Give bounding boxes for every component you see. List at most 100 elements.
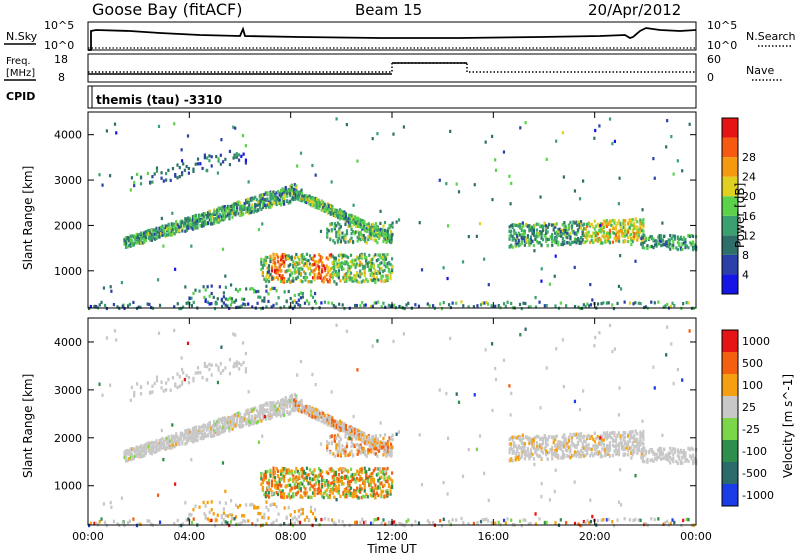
velocity-echo-cell [290,471,293,476]
velocity-echo-cell [280,399,283,403]
power-echo-cell [153,237,157,241]
power-echo-cell [187,226,190,230]
power-echo-cell [362,279,365,283]
power-echo-cell [342,235,346,239]
power-echo-cell [241,133,245,138]
power-echo-cell [198,289,201,293]
power-echo-cell [531,239,534,243]
power-echo-cell [257,227,261,232]
power-echo-cell [663,234,666,238]
velocity-echo-cell [361,450,364,454]
velocity-echo-cell [353,435,356,439]
power-echo-cell [374,280,377,284]
power-echo-cell [361,300,364,305]
power-echo-cell [172,222,175,226]
power-echo-cell [491,134,494,139]
power-echo-cell [235,154,238,158]
velocity-echo-cell [347,425,351,429]
power-echo-cell [604,223,607,227]
power-echo-cell [126,238,129,242]
velocity-echo-cell [267,495,271,499]
power-echo-cell [338,222,341,227]
power-echo-cell [685,244,689,248]
power-echo-cell [366,262,369,266]
power-echo-cell [210,284,213,288]
velocity-echo-cell [276,474,280,478]
velocity-echo-cell [245,409,248,414]
power-echo-cell [266,255,269,260]
power-echo-cell [225,209,228,213]
power-echo-cell [636,229,639,233]
power-echo-cell [321,268,324,272]
power-echo-cell [284,254,287,258]
power-echo-cell [286,254,289,258]
power-echo-cell [246,201,249,205]
velocity-echo-cell [320,415,323,419]
velocity-echo-cell [325,488,328,492]
power-echo-cell [605,239,609,243]
power-echo-cell [336,272,339,276]
power-echo-cell [548,223,551,227]
power-echo-cell [539,195,542,199]
velocity-echo-cell [261,485,264,490]
velocity-echo-cell [371,471,374,476]
power-echo-cell [143,240,146,244]
power-echo-cell [158,231,161,236]
velocity-echo-cell [264,474,268,478]
power-echo-cell [369,268,372,272]
power-echo-cell [208,154,211,158]
power-echo-cell [160,176,163,180]
power-echo-cell [307,280,310,284]
power-echo-cell [351,263,354,267]
power-echo-cell [593,227,596,231]
power-echo-cell [354,263,357,267]
power-echo-cell [204,212,207,216]
power-echo-cell [670,244,673,248]
velocity-echo-cell [164,445,167,450]
velocity-echo-cell [272,406,275,411]
power-echo-cell [281,252,284,257]
power-echo-cell [339,261,342,266]
power-echo-cell [207,221,210,226]
power-echo-cell [338,302,341,306]
power-echo-cell [220,297,223,302]
velocity-echo-cell [281,407,284,411]
velocity-echo-cell [389,492,392,496]
velocity-echo-cell [296,469,299,474]
power-echo-cell [299,296,302,300]
power-echo-cell [583,233,586,237]
power-echo-cell [681,243,684,247]
power-echo-cell [342,261,345,265]
velocity-echo-cell [327,495,330,499]
power-echo-cell [557,233,560,237]
power-echo-cell [630,218,633,222]
power-echo-cell [276,189,280,194]
velocity-echo-cell [140,454,143,459]
power-echo-cell [208,209,211,213]
power-echo-cell [258,194,261,198]
velocity-echo-cell [334,470,337,475]
power-echo-cell [150,232,154,237]
power-echo-cell [344,219,348,224]
power-echo-cell [216,297,219,301]
power-echo-cell [275,289,278,293]
velocity-echo-cell [352,426,355,431]
velocity-echo-cell [248,414,251,418]
velocity-echo-cell [389,454,393,458]
power-echo-cell [270,269,274,273]
power-echo-cell [346,269,350,273]
power-echo-cell [664,304,667,308]
power-echo-cell [351,258,354,262]
power-echo-cell [367,225,370,229]
velocity-echo-cell [380,475,383,480]
velocity-echo-cell [348,493,351,497]
power-echo-cell [517,244,520,248]
velocity-echo-cell [317,418,320,422]
power-echo-cell [322,205,325,210]
velocity-echo-cell [318,482,321,487]
velocity-echo-cell [287,478,290,483]
velocity-echo-cell [176,439,179,443]
power-echo-cell [244,161,248,165]
power-echo-cell [133,181,136,185]
power-echo-cell [308,254,312,258]
